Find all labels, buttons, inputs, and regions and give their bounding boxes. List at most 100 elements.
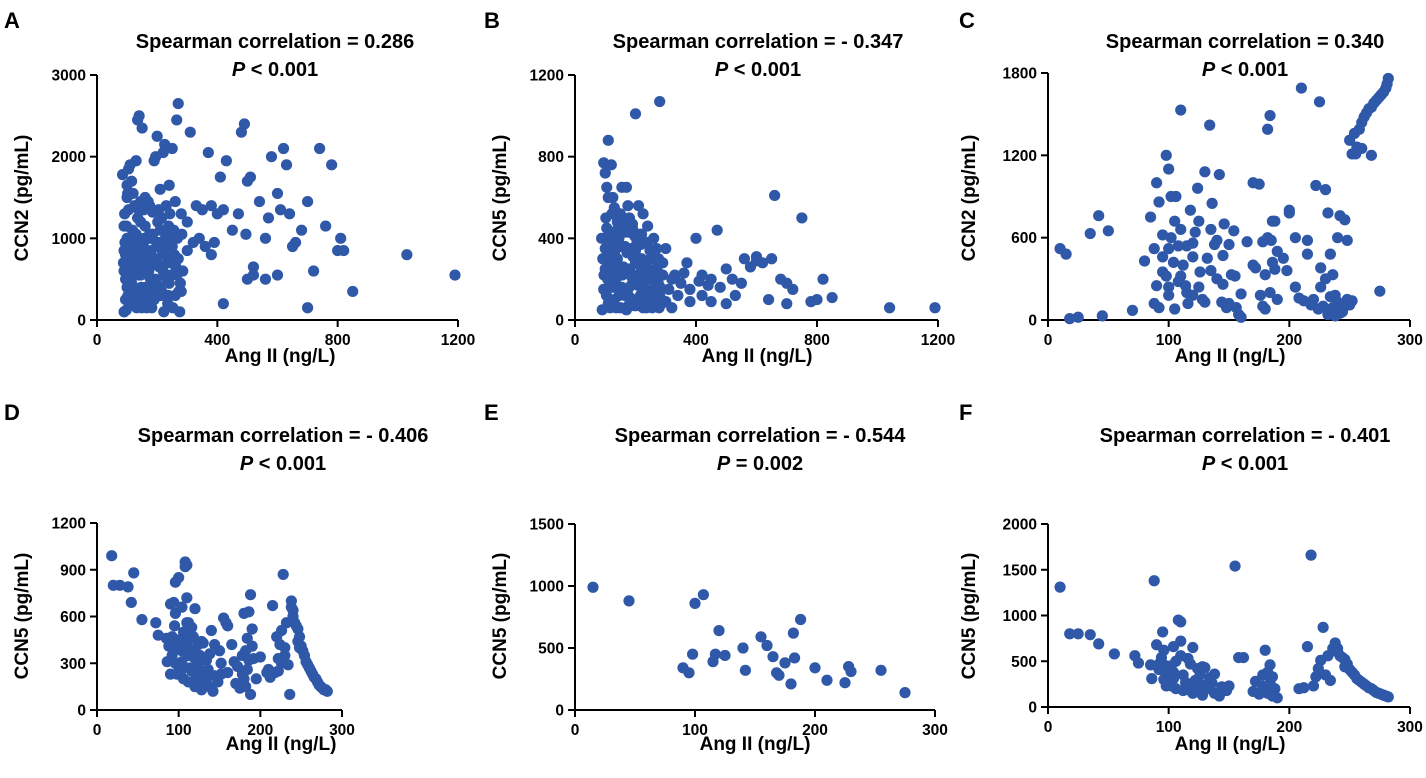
data-point: [272, 665, 284, 677]
data-point: [1182, 297, 1194, 310]
data-point: [611, 236, 623, 249]
data-point: [181, 617, 193, 629]
data-point: [1317, 621, 1329, 633]
data-point: [205, 249, 217, 261]
panel-letter-b: B: [484, 8, 500, 33]
data-point: [202, 146, 214, 159]
x-axis-label-a: Ang II (ng/L): [225, 346, 336, 367]
data-point: [1184, 204, 1196, 216]
x-tick-label-d: 200: [247, 722, 273, 739]
data-point: [314, 142, 326, 155]
data-point: [640, 302, 652, 314]
data-point: [144, 232, 156, 244]
data-point: [1157, 229, 1169, 241]
y-tick-label-f: 1000: [1003, 608, 1037, 625]
data-point: [226, 638, 238, 651]
data-point: [1281, 265, 1293, 277]
data-point: [1108, 648, 1120, 660]
data-point: [127, 249, 139, 261]
data-point: [1199, 296, 1211, 308]
data-point: [232, 208, 244, 220]
data-point: [1283, 207, 1295, 219]
data-point: [338, 244, 350, 257]
data-point: [238, 118, 251, 130]
data-point: [678, 267, 690, 279]
data-point: [1084, 629, 1096, 641]
data-point: [247, 261, 260, 273]
data-point: [632, 200, 645, 212]
data-point: [660, 242, 672, 255]
data-point: [320, 220, 332, 232]
y-tick-label-d: 900: [60, 562, 86, 579]
data-point: [192, 657, 204, 669]
data-point: [401, 249, 413, 261]
data-point: [133, 110, 145, 122]
p-value-text-e: = 0.002: [730, 453, 803, 475]
data-point: [1301, 641, 1314, 653]
panel-e: E Spearman correlation = - 0.544 P = 0.002…: [484, 400, 948, 755]
x-tick-label-f: 100: [1156, 719, 1182, 736]
data-point: [684, 283, 696, 295]
data-point: [739, 664, 752, 676]
data-point: [1193, 281, 1205, 293]
data-point: [181, 244, 193, 257]
data-point: [1365, 149, 1377, 161]
data-point: [1235, 311, 1247, 323]
data-point: [642, 236, 654, 249]
data-point: [899, 687, 911, 699]
data-point: [226, 224, 238, 236]
data-point: [166, 631, 178, 643]
data-point: [787, 627, 800, 639]
data-point: [1315, 281, 1327, 293]
x-tick-label-f: 300: [1397, 719, 1423, 736]
data-point: [1254, 289, 1266, 301]
data-point: [1064, 313, 1076, 325]
data-point: [205, 624, 217, 637]
p-symbol-d: P: [240, 453, 254, 475]
data-point: [175, 208, 187, 220]
data-point: [1199, 166, 1211, 178]
data-point: [1167, 256, 1180, 268]
data-point: [1315, 262, 1327, 274]
data-point: [1189, 226, 1201, 238]
data-point: [1301, 248, 1314, 260]
data-point: [142, 269, 154, 281]
data-point: [159, 228, 171, 240]
data-point: [1259, 644, 1271, 656]
scatter-points-a: [116, 97, 461, 318]
y-axis-label-e: CCN5 (pg/mL): [490, 553, 511, 680]
data-point: [1187, 251, 1199, 263]
data-point: [607, 281, 619, 293]
data-point: [1218, 218, 1230, 230]
data-point: [1262, 123, 1274, 135]
data-point: [171, 232, 183, 244]
data-point: [168, 249, 180, 261]
data-point: [181, 216, 193, 228]
data-point: [663, 283, 675, 295]
data-point: [773, 669, 785, 681]
data-point: [189, 645, 201, 657]
y-axis-label-d: CCN5 (pg/mL): [12, 553, 33, 680]
data-point: [167, 302, 179, 314]
data-point: [719, 649, 731, 662]
data-point: [123, 265, 135, 277]
data-point: [176, 601, 188, 613]
data-point: [1102, 225, 1114, 237]
data-point: [279, 642, 291, 654]
x-tick-label-b: 800: [804, 332, 830, 349]
data-point: [126, 289, 138, 302]
data-point: [135, 216, 147, 228]
x-tick-label-a: 1200: [441, 332, 475, 349]
y-tick-label-f: 1500: [1003, 562, 1037, 579]
p-value-text-f: < 0.001: [1215, 453, 1288, 475]
data-point: [168, 620, 181, 632]
data-point: [616, 181, 628, 193]
data-point: [181, 592, 193, 604]
data-point: [705, 296, 717, 308]
data-point: [1235, 288, 1247, 300]
data-point: [1264, 677, 1276, 689]
data-point: [646, 273, 659, 285]
data-point: [1319, 273, 1332, 285]
data-point: [781, 298, 793, 310]
chart-title-b: Spearman correlation = - 0.347: [613, 31, 904, 53]
